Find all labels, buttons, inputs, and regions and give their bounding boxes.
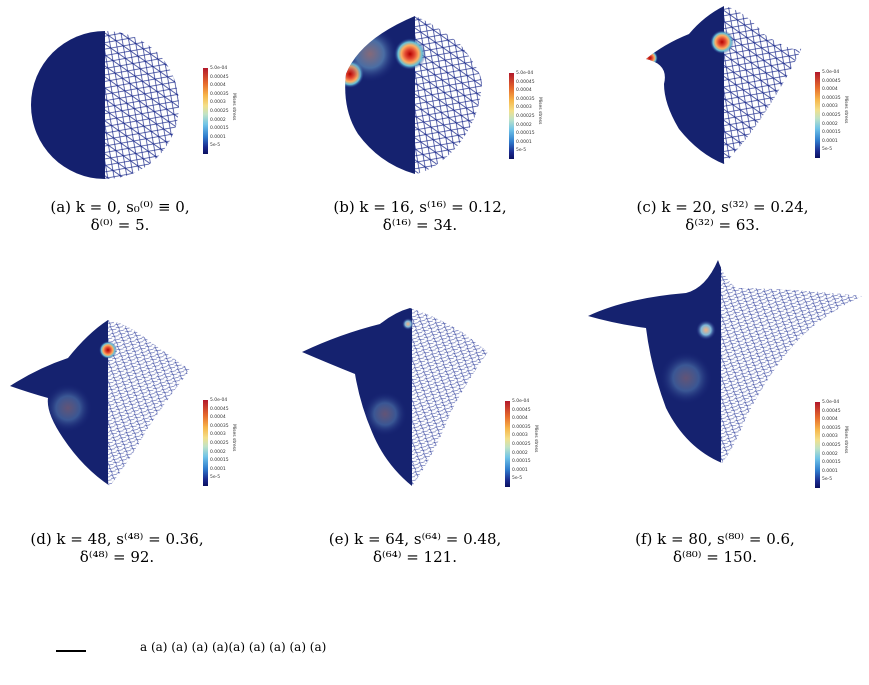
deformed-shape-figure (588, 260, 862, 463)
colorbar-labels: 5.0e-04 0.00045 0.0004 0.00035 0.0003 0.00025… (210, 398, 229, 481)
deformed-shape-figure (345, 16, 483, 174)
colorbar-gradient (203, 400, 208, 486)
colorbar-title: Mises stress (843, 426, 848, 454)
colorbar-labels: 5.0e-04 0.00045 0.0004 0.00035 0.0003 0.00025… (512, 399, 531, 482)
deformed-shape-figure (10, 320, 190, 486)
caption-a: (a) k = 0, s₀⁽⁰⁾ ≡ 0, δ⁽⁰⁾ = 5. (50, 198, 190, 234)
colorbar-title: Mises stress (537, 97, 542, 125)
caption-b: (b) k = 16, s⁽¹⁶⁾ = 0.12, δ⁽¹⁶⁾ = 34. (333, 198, 507, 234)
colorbar-labels: 5.0e-04 0.00045 0.0004 0.00035 0.0003 0.00025… (822, 70, 841, 153)
colorbar-labels: 5.0e-04 0.00045 0.0004 0.00035 0.0003 0.00025… (516, 71, 535, 154)
caption-e: (e) k = 64, s⁽⁶⁴⁾ = 0.48, δ⁽⁶⁴⁾ = 121. (328, 530, 502, 566)
colorbar-labels: 5.0e-04 0.00045 0.0004 0.00035 0.0003 0.00025… (210, 66, 229, 149)
caption-d: (d) k = 48, s⁽⁴⁸⁾ = 0.36, δ⁽⁴⁸⁾ = 92. (30, 530, 204, 566)
colorbar-gradient (505, 401, 510, 487)
colorbar-gradient (203, 68, 208, 154)
deformed-shape-figure (302, 308, 488, 486)
colorbar-title: Mises stress (231, 93, 236, 121)
colorbar-labels: 5.0e-04 0.00045 0.0004 0.00035 0.0003 0.00025… (822, 400, 841, 483)
caption-f: (f) k = 80, s⁽⁸⁰⁾ = 0.6, δ⁽⁸⁰⁾ = 150. (635, 530, 795, 566)
colorbar-gradient (815, 402, 820, 488)
sphere-figure (31, 31, 179, 179)
colorbar-gradient (509, 73, 514, 159)
colorbar-title: Mises stress (843, 96, 848, 124)
deformed-shape-figure (646, 6, 802, 164)
colorbar-gradient (815, 72, 820, 158)
footer-rule (56, 650, 86, 652)
colorbar-title: Mises stress (231, 424, 236, 452)
colorbar-title: Mises stress (533, 425, 538, 453)
caption-c: (c) k = 20, s⁽³²⁾ = 0.24, δ⁽³²⁾ = 63. (636, 198, 809, 234)
footer-text: a (a) (a) (a) (a)(a) (a) (a) (a) (a) (140, 640, 327, 654)
